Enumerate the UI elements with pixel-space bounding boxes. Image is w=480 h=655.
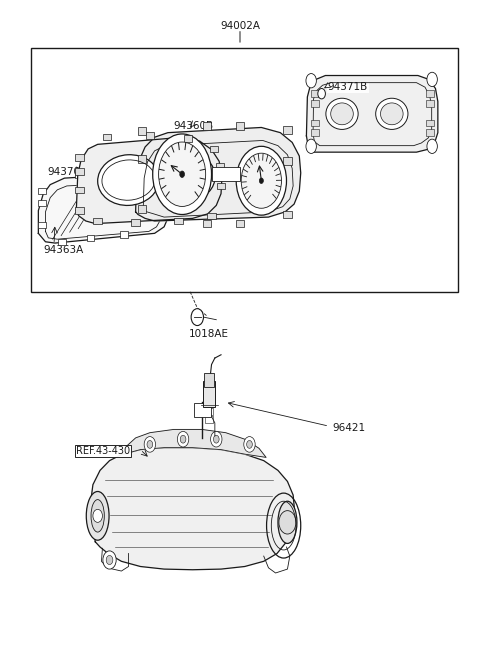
Ellipse shape [376,98,408,130]
Text: 1018AE: 1018AE [189,329,229,339]
Bar [216,163,224,170]
Bar [217,183,225,189]
Text: 94371B: 94371B [328,83,368,92]
Circle shape [106,555,113,565]
Bar [210,145,218,152]
Bar [203,122,211,130]
Ellipse shape [278,501,297,544]
Bar [75,154,84,160]
Bar [38,200,46,206]
Polygon shape [91,447,295,570]
Circle shape [180,171,184,178]
Bar [283,126,292,134]
Circle shape [153,134,212,214]
Bar [137,128,146,136]
Bar [103,134,111,140]
Bar [311,120,319,126]
Polygon shape [124,430,266,457]
Polygon shape [306,75,438,152]
Polygon shape [76,137,222,223]
Circle shape [247,441,252,448]
Bar [174,217,182,224]
Bar [311,100,319,107]
Bar [426,130,433,136]
Bar [236,219,244,227]
Circle shape [318,88,325,99]
Bar [160,176,168,183]
Ellipse shape [326,98,358,130]
Bar [426,100,433,107]
Bar [163,206,170,213]
Text: 94002A: 94002A [220,20,260,31]
Text: 96421: 96421 [333,423,366,433]
Circle shape [103,551,116,569]
Bar [132,170,139,176]
Bar [283,157,292,165]
Ellipse shape [91,500,104,532]
Bar [75,187,84,193]
Bar [205,417,213,423]
Circle shape [211,432,222,447]
Text: 94363A: 94363A [43,244,84,255]
Bar [137,206,146,213]
Bar [183,136,192,141]
Circle shape [427,139,437,153]
Bar [236,122,244,130]
Text: 94370: 94370 [48,166,81,177]
Bar [163,188,170,195]
Circle shape [306,139,316,153]
Circle shape [427,72,437,86]
Bar [145,132,154,138]
Circle shape [93,510,102,522]
Bar [311,90,319,97]
Bar [311,130,319,136]
Circle shape [241,153,281,208]
Circle shape [214,436,219,443]
Circle shape [178,432,189,447]
Bar [132,219,140,225]
Bar [283,211,292,218]
Bar [207,213,216,219]
Ellipse shape [97,155,159,206]
Bar [87,234,95,241]
Circle shape [191,309,204,326]
Circle shape [279,511,296,534]
Bar [94,217,102,224]
Bar [75,172,83,178]
Bar [203,381,216,407]
Bar [137,155,146,162]
Ellipse shape [86,491,109,540]
Bar [38,221,46,228]
Circle shape [259,178,264,183]
Circle shape [158,142,205,206]
Bar [38,188,46,195]
Bar [75,168,84,175]
Bar [426,120,433,126]
Circle shape [180,436,186,443]
Circle shape [147,441,153,448]
Text: 94360B: 94360B [174,121,214,131]
Bar [58,238,66,245]
Bar [31,48,458,291]
Circle shape [236,146,287,215]
Bar [75,208,84,214]
Circle shape [306,73,316,88]
Circle shape [244,437,255,452]
Polygon shape [38,173,169,243]
Polygon shape [136,128,301,221]
Text: REF.43-430: REF.43-430 [76,446,131,456]
Ellipse shape [170,155,215,199]
Bar [203,219,211,227]
Bar [193,403,211,417]
Ellipse shape [331,103,353,124]
Bar [426,90,433,97]
Ellipse shape [381,103,403,124]
Circle shape [144,437,156,452]
Bar [205,408,213,415]
Bar [120,231,128,238]
Bar [103,170,111,176]
Bar [204,373,214,387]
Bar [212,167,240,181]
